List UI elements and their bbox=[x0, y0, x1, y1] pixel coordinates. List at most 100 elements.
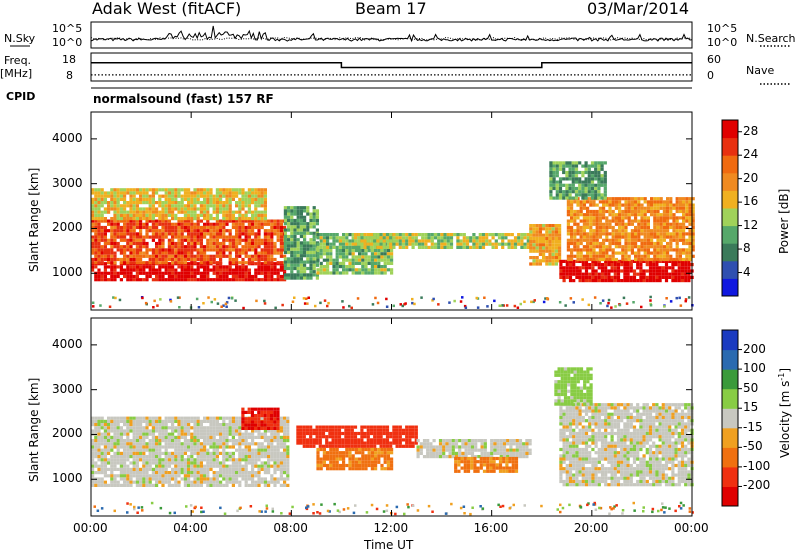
power-cell bbox=[155, 229, 158, 232]
velocity-cell bbox=[129, 484, 132, 487]
power-cell bbox=[101, 204, 104, 207]
power-cell bbox=[685, 204, 688, 207]
velocity-cell bbox=[238, 436, 241, 439]
power-cell bbox=[601, 161, 604, 164]
velocity-cell bbox=[104, 465, 107, 468]
power-cell bbox=[97, 217, 100, 220]
velocity-cell bbox=[206, 442, 209, 445]
power-cell bbox=[688, 223, 691, 226]
power-cell bbox=[428, 236, 431, 239]
power-cell bbox=[539, 227, 542, 230]
power-cell bbox=[542, 243, 545, 246]
power-cell bbox=[627, 266, 630, 269]
power-cell bbox=[155, 252, 158, 255]
power-cell bbox=[104, 252, 107, 255]
power-cell bbox=[261, 223, 264, 226]
power-cell bbox=[640, 204, 643, 207]
velocity-cell bbox=[139, 426, 142, 429]
velocity-cell bbox=[248, 445, 251, 448]
power-speckle bbox=[372, 303, 375, 306]
power-cell bbox=[187, 278, 190, 281]
power-cell bbox=[529, 246, 532, 249]
power-cell bbox=[133, 261, 136, 264]
velocity-cell bbox=[184, 417, 187, 420]
power-cell bbox=[532, 250, 535, 253]
power-cell bbox=[589, 242, 592, 245]
power-cell bbox=[631, 242, 634, 245]
power-cell bbox=[174, 245, 177, 248]
power-cell bbox=[572, 165, 575, 168]
velocity-cell bbox=[267, 442, 270, 445]
power-cell bbox=[117, 236, 120, 239]
power-cell bbox=[206, 232, 209, 235]
velocity-cell bbox=[177, 420, 180, 423]
power-cell bbox=[303, 216, 306, 219]
power-cell bbox=[216, 236, 219, 239]
velocity-cell bbox=[139, 468, 142, 471]
velocity-cell bbox=[235, 481, 238, 484]
freq-series bbox=[91, 63, 692, 68]
power-cell bbox=[434, 246, 437, 249]
velocity-cell bbox=[270, 449, 273, 452]
power-cell bbox=[688, 236, 691, 239]
power-cell bbox=[216, 242, 219, 245]
power-cell bbox=[158, 201, 161, 204]
power-cell bbox=[155, 269, 158, 272]
power-cell bbox=[618, 210, 621, 213]
power-speckle bbox=[92, 305, 95, 308]
power-cell bbox=[376, 236, 379, 239]
power-cell bbox=[145, 191, 148, 194]
power-cell bbox=[126, 255, 129, 258]
power-cell bbox=[679, 207, 682, 210]
velocity-cell bbox=[110, 436, 113, 439]
power-cell bbox=[200, 261, 203, 264]
power-cell bbox=[287, 225, 290, 228]
power-cell bbox=[652, 269, 655, 272]
power-cell bbox=[110, 272, 113, 275]
power-cell bbox=[168, 275, 171, 278]
velocity-cell bbox=[187, 468, 190, 471]
power-cell bbox=[290, 232, 293, 235]
power-cell bbox=[466, 243, 469, 246]
power-cell bbox=[248, 191, 251, 194]
power-cell bbox=[563, 273, 566, 276]
power-cell bbox=[614, 269, 617, 272]
velocity-cell bbox=[113, 477, 116, 480]
power-cell bbox=[545, 243, 548, 246]
power-cell bbox=[300, 222, 303, 225]
power-cell bbox=[599, 242, 602, 245]
power-cell bbox=[257, 245, 260, 248]
velocity-cell bbox=[261, 455, 264, 458]
power-cell bbox=[280, 278, 283, 281]
velocity-cell bbox=[225, 471, 228, 474]
power-cell bbox=[190, 269, 193, 272]
velocity-cell bbox=[216, 458, 219, 461]
power-cell bbox=[615, 252, 618, 255]
power-cell bbox=[152, 214, 155, 217]
power-cell bbox=[431, 243, 434, 246]
power-cell bbox=[601, 197, 604, 200]
power-cell bbox=[567, 229, 570, 232]
velocity-cell bbox=[209, 452, 212, 455]
power-cell bbox=[592, 210, 595, 213]
velocity-cell bbox=[241, 427, 244, 430]
power-cell bbox=[323, 236, 326, 239]
power-cell bbox=[248, 188, 251, 191]
velocity-cell bbox=[136, 429, 139, 432]
power-cell bbox=[213, 201, 216, 204]
power-cell bbox=[200, 191, 203, 194]
power-cell bbox=[168, 252, 171, 255]
power-cell bbox=[524, 246, 527, 249]
power-cell bbox=[412, 236, 415, 239]
velocity-cell bbox=[94, 452, 97, 455]
power-cell bbox=[596, 245, 599, 248]
power-cell bbox=[352, 271, 355, 274]
power-cell bbox=[245, 269, 248, 272]
velocity-cell bbox=[107, 484, 110, 487]
power-cell bbox=[133, 252, 136, 255]
power-cell bbox=[287, 273, 290, 276]
power-cell bbox=[666, 210, 669, 213]
velocity-cell bbox=[267, 417, 270, 420]
power-cell bbox=[569, 165, 572, 168]
power-cell bbox=[126, 201, 129, 204]
